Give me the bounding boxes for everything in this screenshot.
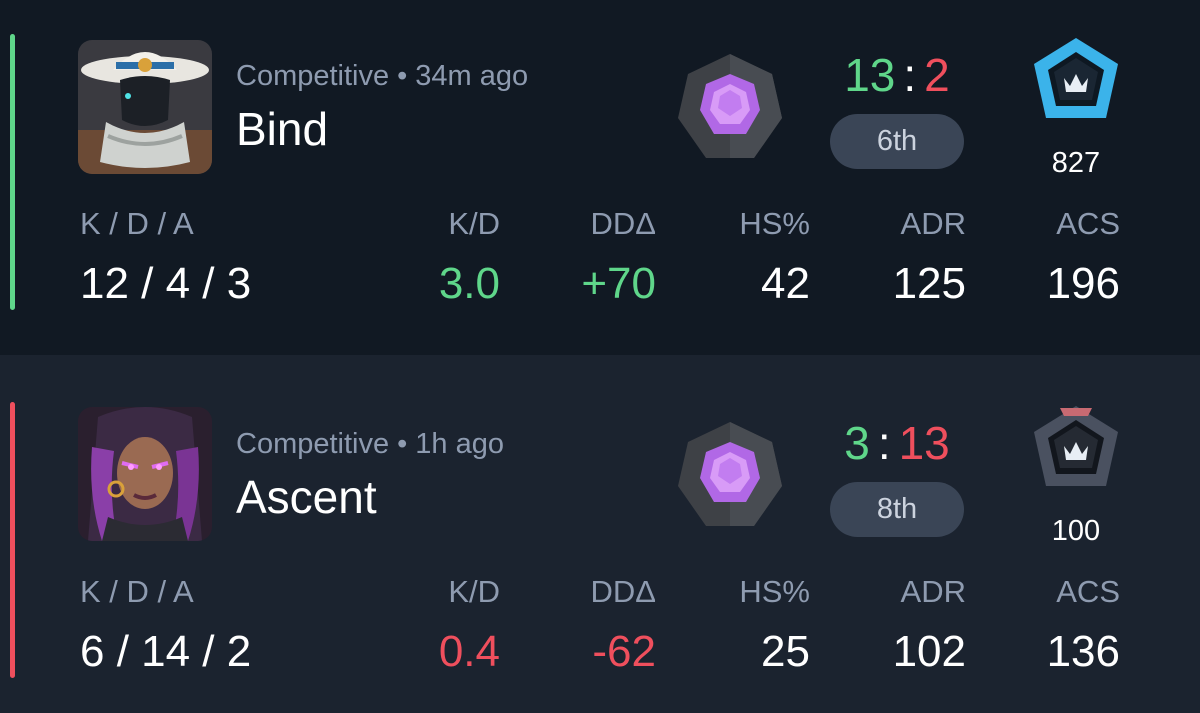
- stat-label-kda: K / D / A: [80, 206, 194, 241]
- rr-value: 827: [1051, 147, 1101, 179]
- rr-value: 100: [1051, 515, 1101, 547]
- agent-portrait-icon: [78, 40, 212, 174]
- stat-label-dd-delta: DDΔ: [590, 206, 656, 241]
- stat-value-kda: 6 / 14 / 2: [80, 627, 252, 676]
- match-card[interactable]: Competitive • 34m ago Bind 13:2 6th 827 K …: [0, 0, 1200, 355]
- score-team: 3: [844, 417, 870, 469]
- stat-value-dd-delta: +70: [581, 259, 656, 308]
- map-name: Bind: [236, 103, 329, 155]
- time-ago: 34m ago: [415, 60, 529, 92]
- stat-label-acs: ACS: [1056, 574, 1120, 609]
- score-enemy: 13: [898, 417, 950, 469]
- score-team: 13: [844, 49, 896, 101]
- stat-label-acs: ACS: [1056, 206, 1120, 241]
- stat-value-kda: 12 / 4 / 3: [80, 259, 252, 308]
- stat-label-kd: K/D: [448, 574, 500, 609]
- match-meta: Competitive • 34m ago: [236, 60, 528, 93]
- score-separator: :: [877, 417, 891, 469]
- score-separator: :: [903, 49, 917, 101]
- stat-value-adr: 102: [892, 627, 966, 676]
- game-mode: Competitive: [236, 60, 390, 92]
- stat-value-acs: 196: [1046, 259, 1120, 308]
- time-ago: 1h ago: [415, 428, 504, 460]
- tier-badge-icon: [1030, 402, 1122, 494]
- stat-value-hs: 42: [761, 259, 810, 308]
- meta-separator: •: [397, 60, 408, 92]
- stat-value-dd-delta: -62: [592, 627, 656, 676]
- placement-badge: 6th: [830, 114, 964, 169]
- match-card[interactable]: Competitive • 1h ago Ascent 3:13 8th 100 K…: [0, 355, 1200, 713]
- result-stripe: [10, 402, 15, 678]
- stat-label-hs: HS%: [739, 574, 810, 609]
- stat-label-adr: ADR: [900, 574, 966, 609]
- stat-value-acs: 136: [1046, 627, 1120, 676]
- stat-label-kd: K/D: [448, 206, 500, 241]
- match-meta: Competitive • 1h ago: [236, 428, 504, 461]
- map-name: Ascent: [236, 471, 377, 523]
- stat-value-hs: 25: [761, 627, 810, 676]
- placement-badge: 8th: [830, 482, 964, 537]
- agent-portrait-icon: [78, 407, 212, 541]
- match-score: 13:2: [822, 48, 972, 102]
- stat-label-dd-delta: DDΔ: [590, 574, 656, 609]
- stat-value-kd: 0.4: [438, 627, 500, 676]
- stat-label-hs: HS%: [739, 206, 810, 241]
- match-score: 3:13: [822, 416, 972, 470]
- stat-value-kd: 3.0: [438, 259, 500, 308]
- rank-gem-icon: [676, 52, 784, 164]
- result-stripe: [10, 34, 15, 310]
- tier-badge-icon: [1030, 34, 1122, 126]
- meta-separator: •: [397, 428, 408, 460]
- score-enemy: 2: [924, 49, 950, 101]
- game-mode: Competitive: [236, 428, 390, 460]
- stat-label-adr: ADR: [900, 206, 966, 241]
- stat-value-adr: 125: [892, 259, 966, 308]
- stat-label-kda: K / D / A: [80, 574, 194, 609]
- rank-gem-icon: [676, 420, 784, 532]
